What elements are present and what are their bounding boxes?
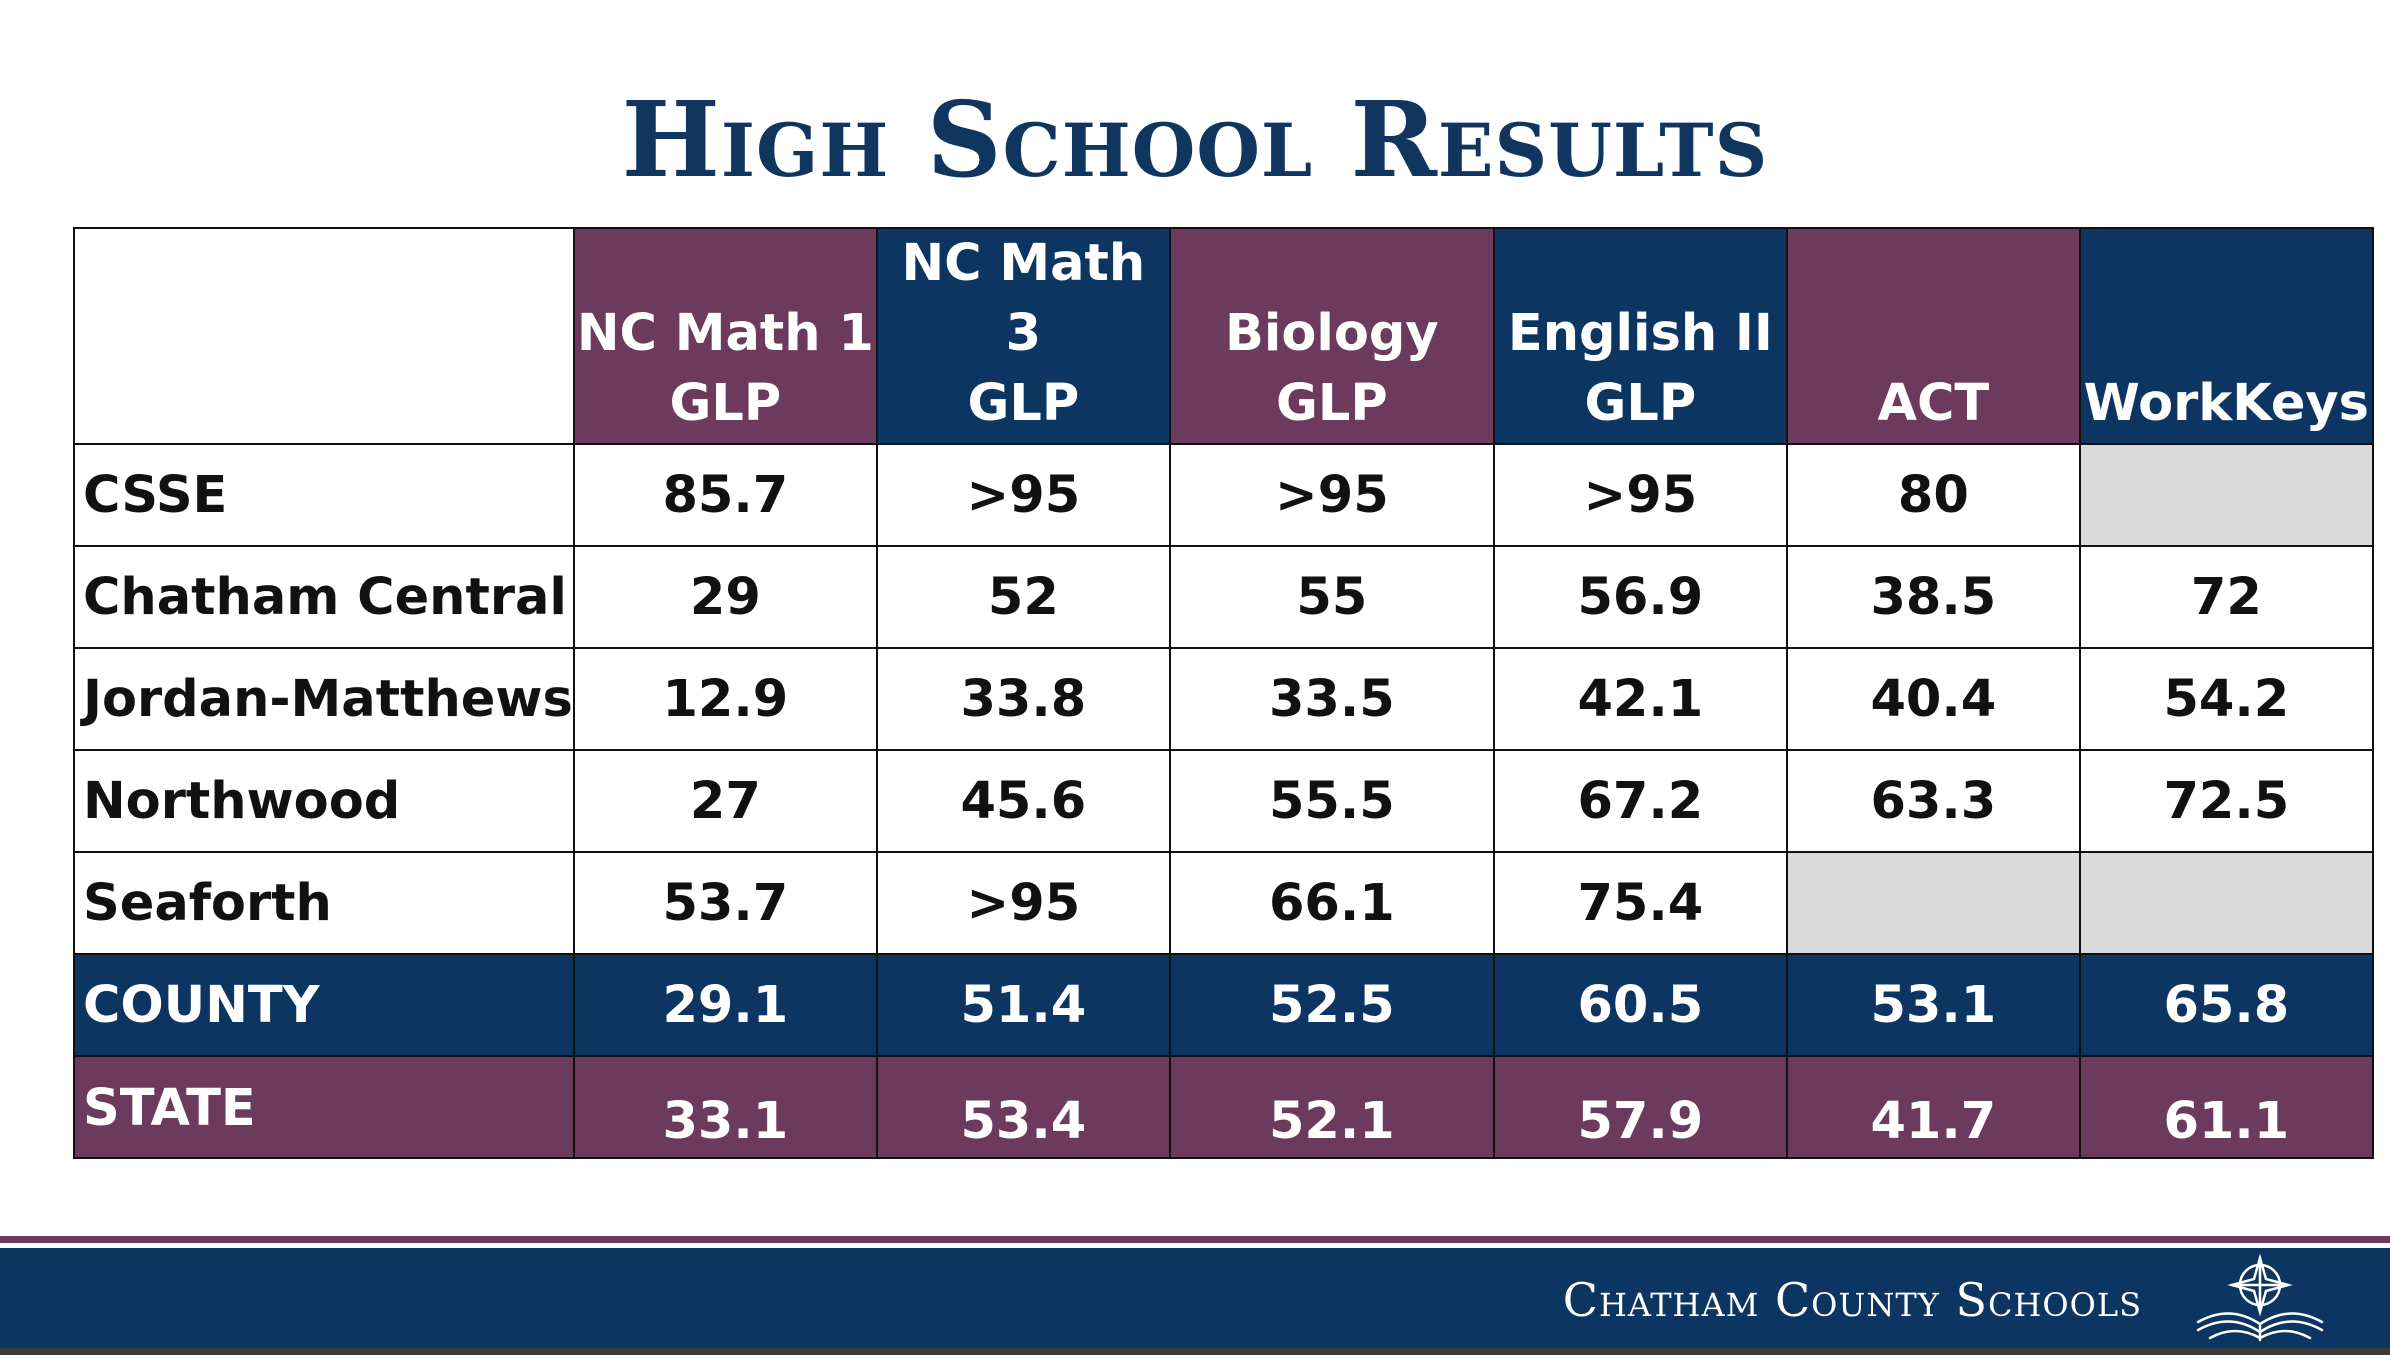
header-corner-cell — [73, 227, 575, 445]
table-row-northwood: Northwood 27 45.6 55.5 67.2 63.3 72.5 — [73, 749, 2374, 853]
table-header-row: NC Math 1 GLP NC Math 3 GLP Biology GLP Eng… — [73, 227, 2374, 445]
value-cell: 52.1 — [1168, 1055, 1495, 1159]
value-cell: 85.7 — [572, 443, 878, 547]
header-line2: WorkKeys — [2083, 374, 2370, 433]
value-cell: 55 — [1168, 545, 1495, 649]
header-line2: GLP — [1584, 374, 1697, 433]
school-name: CSSE — [73, 443, 575, 547]
footer-org-name: Chatham County Schools — [1562, 1273, 2142, 1327]
value-cell: 27 — [572, 749, 878, 853]
value-cell: >95 — [875, 443, 1171, 547]
header-line1: English II — [1507, 304, 1773, 363]
value-cell: 41.7 — [1785, 1055, 2081, 1159]
compass-book-logo-icon — [2196, 1253, 2324, 1342]
header-nc-math-3: NC Math 3 GLP — [875, 227, 1171, 445]
header-act: ACT — [1785, 227, 2081, 445]
value-cell: 66.1 — [1168, 851, 1495, 955]
value-cell: 40.4 — [1785, 647, 2081, 751]
value-cell: >95 — [1492, 443, 1788, 547]
table-row-jordan-matthews: Jordan-Matthews 12.9 33.8 33.5 42.1 40.4… — [73, 647, 2374, 751]
value-cell: 63.3 — [1785, 749, 2081, 853]
header-line2: GLP — [669, 374, 782, 433]
footer-accent-line — [0, 1236, 2390, 1243]
footer-bar — [0, 1248, 2390, 1348]
value-cell: 42.1 — [1492, 647, 1788, 751]
value-cell: 33.1 — [572, 1055, 878, 1159]
value-cell: 33.5 — [1168, 647, 1495, 751]
value-cell: 80 — [1785, 443, 2081, 547]
value-cell: 29.1 — [572, 953, 878, 1057]
value-cell: 45.6 — [875, 749, 1171, 853]
school-name: Seaforth — [73, 851, 575, 955]
table-row-state: STATE 33.1 53.4 52.1 57.9 41.7 61.1 — [73, 1055, 2374, 1159]
value-cell: 53.4 — [875, 1055, 1171, 1159]
empty-cell — [2078, 443, 2374, 547]
header-workkeys: WorkKeys — [2078, 227, 2374, 445]
value-cell: 54.2 — [2078, 647, 2374, 751]
value-cell: 53.1 — [1785, 953, 2081, 1057]
table-row-chatham-central: Chatham Central 29 52 55 56.9 38.5 72 — [73, 545, 2374, 649]
value-cell: 60.5 — [1492, 953, 1788, 1057]
value-cell: 75.4 — [1492, 851, 1788, 955]
value-cell: 52 — [875, 545, 1171, 649]
table-row-csse: CSSE 85.7 >95 >95 >95 80 — [73, 443, 2374, 547]
value-cell: 55.5 — [1168, 749, 1495, 853]
page-title: High School Results — [621, 78, 1769, 201]
footer-bottom-strip — [0, 1348, 2390, 1355]
header-nc-math-1: NC Math 1 GLP — [572, 227, 878, 445]
school-name: Northwood — [73, 749, 575, 853]
value-cell: 72.5 — [2078, 749, 2374, 853]
value-cell: 57.9 — [1492, 1055, 1788, 1159]
empty-cell — [2078, 851, 2374, 955]
header-line1: NC Math 1 — [576, 304, 874, 363]
table-row-seaforth: Seaforth 53.7 >95 66.1 75.4 — [73, 851, 2374, 955]
value-cell: 53.7 — [572, 851, 878, 955]
header-line2: GLP — [1275, 374, 1388, 433]
value-cell: 61.1 — [2078, 1055, 2374, 1159]
value-cell: >95 — [875, 851, 1171, 955]
results-table: NC Math 1 GLP NC Math 3 GLP Biology GLP Eng… — [73, 227, 2374, 1159]
school-name: Chatham Central — [73, 545, 575, 649]
header-english-ii: English II GLP — [1492, 227, 1788, 445]
header-biology: Biology GLP — [1168, 227, 1495, 445]
table-row-county: COUNTY 29.1 51.4 52.5 60.5 53.1 65.8 — [73, 953, 2374, 1057]
value-cell: 33.8 — [875, 647, 1171, 751]
value-cell: 52.5 — [1168, 953, 1495, 1057]
header-line2: ACT — [1877, 374, 1990, 433]
school-name: Jordan-Matthews — [73, 647, 575, 751]
header-line2: GLP — [967, 374, 1080, 433]
value-cell: 72 — [2078, 545, 2374, 649]
header-line1: NC Math 3 — [901, 234, 1146, 363]
value-cell: 29 — [572, 545, 878, 649]
value-cell: 12.9 — [572, 647, 878, 751]
empty-cell — [1785, 851, 2081, 955]
state-label: STATE — [73, 1055, 575, 1159]
value-cell: >95 — [1168, 443, 1495, 547]
value-cell: 51.4 — [875, 953, 1171, 1057]
value-cell: 67.2 — [1492, 749, 1788, 853]
county-label: COUNTY — [73, 953, 575, 1057]
value-cell: 65.8 — [2078, 953, 2374, 1057]
header-line1: Biology — [1225, 304, 1439, 363]
value-cell: 38.5 — [1785, 545, 2081, 649]
value-cell: 56.9 — [1492, 545, 1788, 649]
